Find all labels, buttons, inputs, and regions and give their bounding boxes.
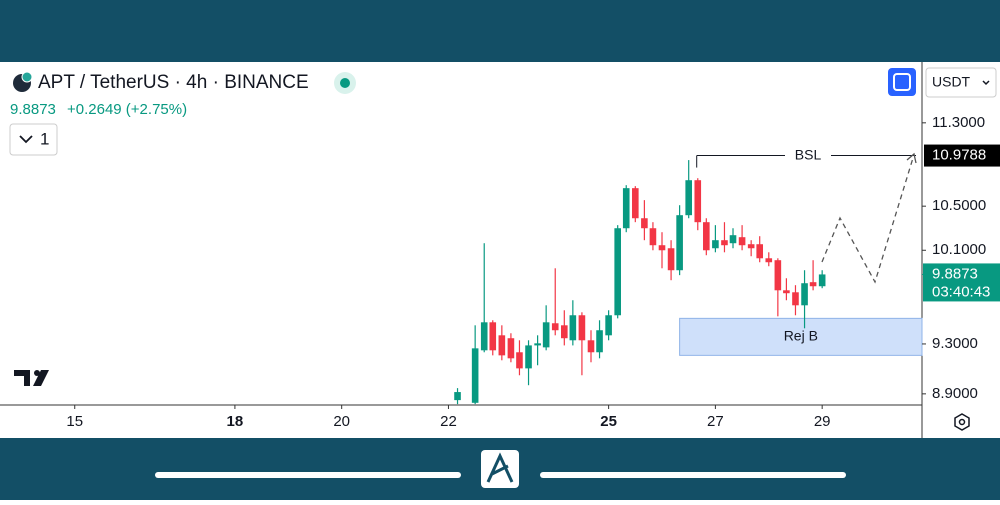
x-tick-label: 25 — [600, 413, 617, 430]
level-label: BSL — [795, 146, 822, 162]
tv-logo-dot — [34, 370, 40, 376]
last-price: 9.8873 — [932, 265, 978, 282]
symbol-title: APT / TetherUS · 4h · BINANCE — [38, 72, 309, 93]
candle-body — [480, 322, 488, 351]
candle-body — [614, 228, 621, 316]
candle-body — [542, 322, 550, 348]
y-tick-label: 11.3000 — [932, 114, 985, 131]
fullscreen-icon — [893, 73, 911, 91]
header-price: 9.8873 — [10, 101, 56, 118]
candle-body — [685, 180, 692, 216]
x-tick-label: 18 — [227, 413, 244, 430]
projection-arrow — [906, 152, 917, 164]
indicator-toggle[interactable] — [9, 123, 58, 156]
candle-body — [525, 345, 532, 369]
candle-body — [765, 258, 773, 263]
symbol-icon-badge — [21, 71, 33, 83]
x-tick-label: 22 — [440, 413, 457, 430]
zone-label: Rej B — [784, 328, 818, 344]
chart-panel — [0, 62, 1000, 438]
level-label-bg — [785, 145, 831, 166]
candle-body — [721, 240, 728, 246]
candle-body — [801, 283, 808, 306]
candle-body — [489, 322, 497, 351]
currency-dropdown[interactable] — [925, 67, 997, 98]
candle-body — [471, 348, 479, 403]
top-band — [0, 0, 1000, 62]
level-price: 10.9788 — [932, 147, 986, 164]
brand-logo-mark — [486, 452, 514, 483]
x-tick-label: 20 — [333, 413, 350, 430]
candle-body — [747, 244, 755, 249]
x-tick-label: 15 — [66, 413, 83, 430]
countdown: 03:40:43 — [932, 283, 990, 300]
candle-body — [658, 245, 666, 251]
candle-body — [712, 240, 719, 249]
y-tick-label: 10.1000 — [932, 241, 986, 258]
currency: USDT — [932, 74, 971, 90]
dropdown-chevron — [982, 80, 990, 86]
candle-body — [551, 323, 559, 331]
candle-body — [498, 335, 506, 356]
x-tick-label: 29 — [814, 413, 831, 430]
level-price-bg — [924, 144, 1000, 167]
chevron — [19, 135, 33, 144]
y-tick-label: 10.5000 — [932, 197, 986, 214]
market-status-dot — [340, 78, 350, 88]
y-tick-label: 8.9000 — [932, 385, 978, 402]
candle-body — [694, 180, 702, 223]
candle-body — [774, 260, 782, 291]
candle-body — [454, 392, 461, 401]
candle-body — [632, 188, 639, 219]
candle-body — [667, 248, 675, 271]
candle-body — [676, 215, 683, 271]
y-tick-label: 9.3000 — [932, 335, 978, 352]
candle-body — [792, 292, 799, 306]
fullscreen-button[interactable] — [888, 68, 916, 96]
last-price-bg — [923, 263, 1000, 302]
candle-body — [596, 330, 603, 353]
candle-body — [561, 325, 568, 339]
candle-body — [738, 237, 746, 246]
candle-body — [818, 274, 826, 287]
progress-bar — [540, 472, 846, 478]
candle-body — [534, 343, 541, 346]
candle-body — [809, 282, 817, 287]
settings-icon-center — [958, 418, 966, 426]
header-change: +0.2649 (+2.75%) — [67, 101, 187, 118]
tv-logo — [14, 370, 49, 386]
candle-body — [729, 235, 737, 244]
candle-body — [756, 244, 764, 259]
candle-body — [578, 315, 586, 341]
indicator-count: 1 — [40, 129, 49, 148]
candle-body — [783, 290, 790, 294]
candle-body — [516, 352, 523, 369]
candle-body — [622, 188, 630, 229]
candle-body — [703, 222, 710, 251]
progress-bar — [155, 472, 461, 478]
candle-body — [649, 228, 657, 246]
candle-body — [569, 315, 577, 341]
plot: BSL Rej B — [454, 145, 923, 405]
projection-path — [821, 157, 914, 284]
candle-body — [605, 315, 612, 336]
zone — [679, 317, 923, 356]
x-tick-label: 27 — [707, 413, 724, 430]
settings-icon[interactable] — [954, 413, 970, 431]
candle-body — [641, 218, 648, 229]
candle-body — [587, 340, 595, 353]
candle-body — [507, 338, 515, 359]
